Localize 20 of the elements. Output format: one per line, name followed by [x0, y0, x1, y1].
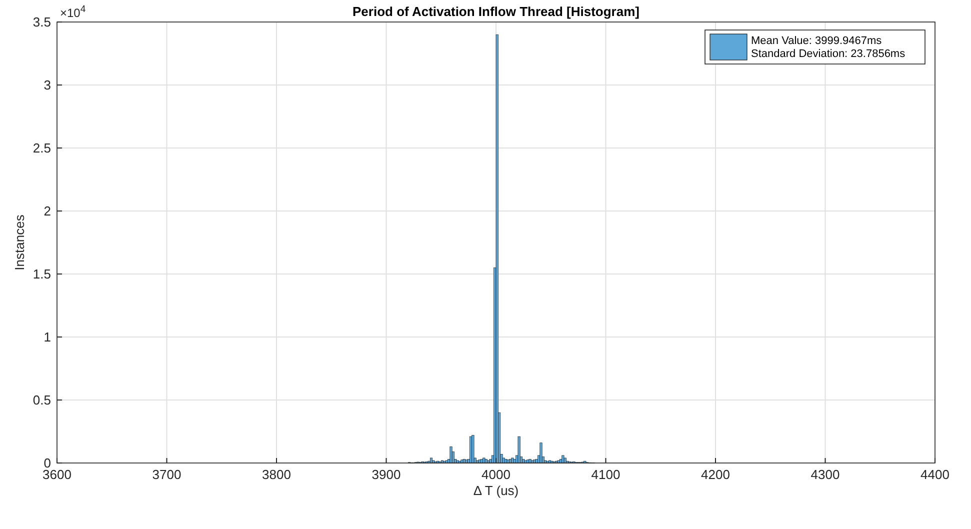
chart-title: Period of Activation Inflow Thread [Histogram] [352, 4, 640, 19]
x-tick-label: 3700 [152, 467, 182, 482]
x-tick-label: 4000 [482, 467, 510, 482]
x-tick-label: 3800 [262, 467, 291, 482]
y-tick-label: 2 [44, 204, 51, 218]
legend-label: Mean Value: 3999.9467ms Standard Deviation: 23.7856ms [751, 35, 906, 60]
y-tick-label: 1.5 [32, 266, 51, 282]
text: ×10$^{4}$ [60, 4, 86, 20]
x-tick-label: 4400 [920, 467, 950, 482]
x-axis-title: Δ T (us) [473, 483, 519, 498]
x-tick-label: 3900 [372, 467, 401, 482]
x-tick-label: 4100 [591, 467, 620, 482]
x-tick-label: 4200 [701, 467, 730, 482]
y-tick-label: 0.5 [32, 392, 51, 408]
x-tick-label: 4300 [810, 467, 840, 482]
y-tick-label: 1 [44, 330, 51, 344]
y-axis-title: Instances [12, 214, 27, 270]
y-tick-label: 2.5 [32, 140, 51, 156]
y-tick-label: 3.5 [32, 14, 51, 30]
y-tick-label: 3 [44, 78, 51, 92]
